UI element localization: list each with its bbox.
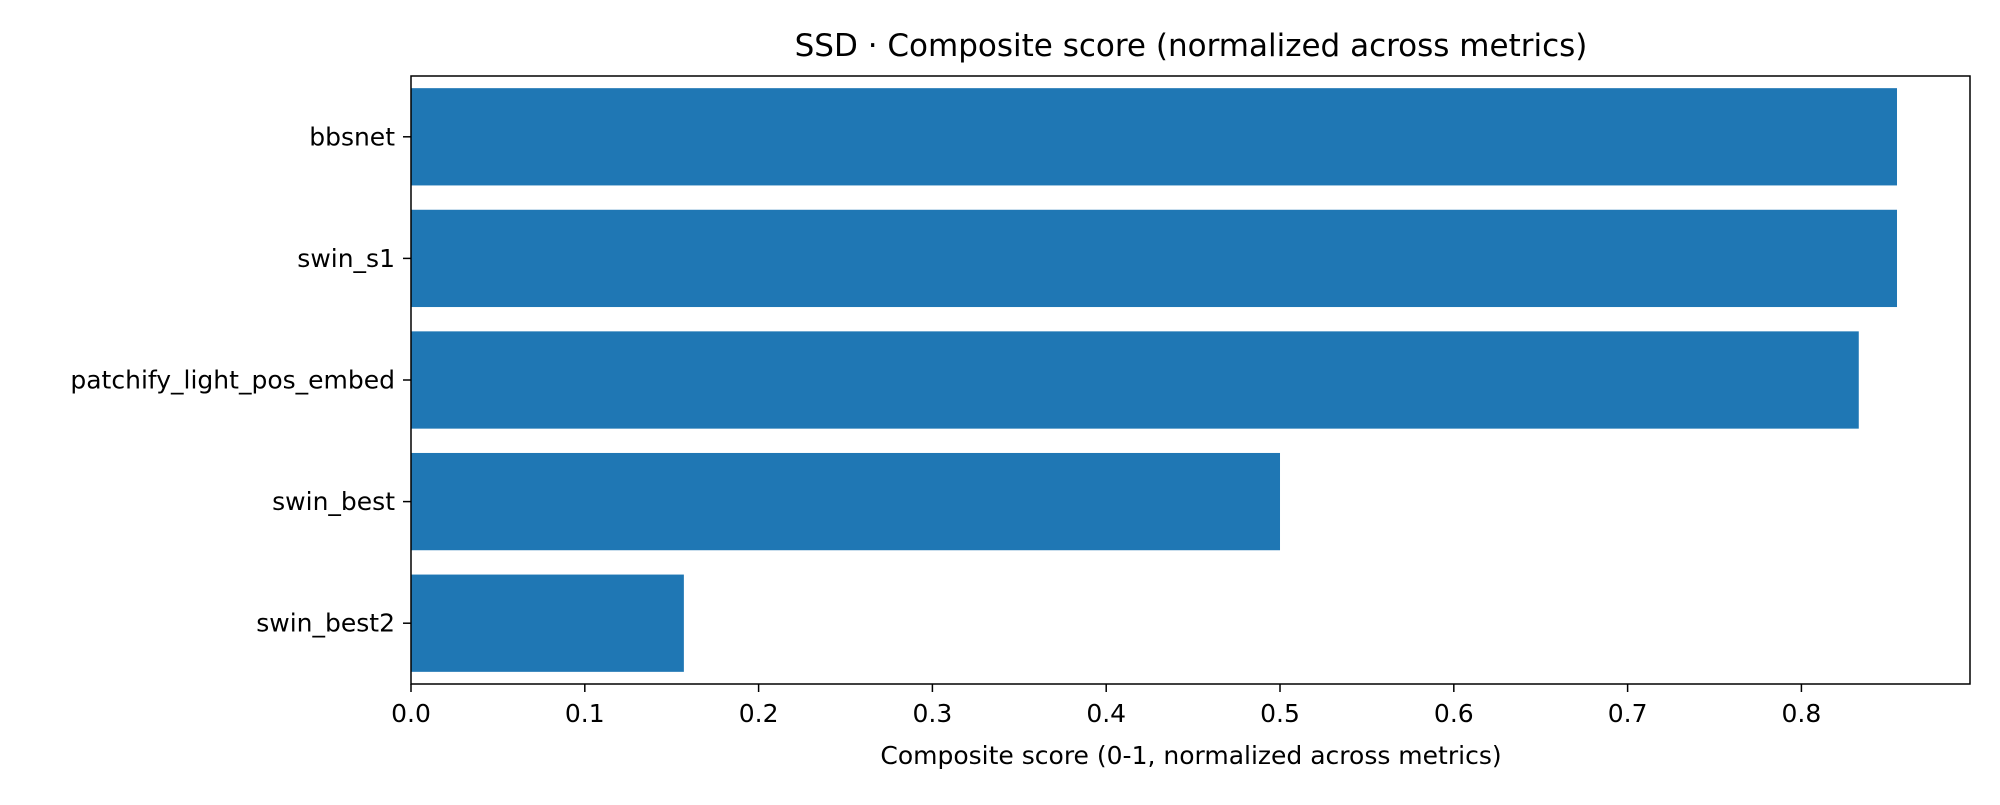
plot-area: bbsnet swin_s1 patchify_light_pos_embedswi… [70,75,1971,728]
plot-frame [410,75,1971,685]
x-tick-label: 0.5 [1260,699,1300,728]
y-tick-label: swin_best2 [256,609,395,638]
y-tick-label: swin_s1 [297,244,395,273]
bar [411,88,1898,186]
x-tick-label: 0.8 [1782,699,1822,728]
x-tick-label: 0.1 [565,699,605,728]
x-tick-label: 0.0 [391,699,431,728]
x-tick-label: 0.4 [1086,699,1126,728]
bar [411,574,684,672]
y-tick-label: patchify_light_pos_embed [70,366,395,395]
bar [411,452,1281,551]
chart-title: SSD · Composite score (normalized across… [795,28,1588,64]
y-tick-label: bbsnet [309,122,395,151]
x-tick-label: 0.6 [1434,699,1474,728]
x-tick-label: 0.7 [1608,699,1648,728]
y-tick-label: swin_best [272,487,395,516]
bar [411,331,1859,429]
bar [411,209,1898,308]
x-tick-label: 0.3 [913,699,953,728]
x-tick-label: 0.2 [739,699,779,728]
x-axis-label: Composite score (0-1, normalized across … [880,741,1501,770]
